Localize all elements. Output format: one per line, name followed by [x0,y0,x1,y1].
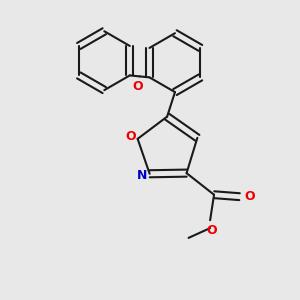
Text: O: O [244,190,255,203]
Text: N: N [136,169,147,182]
Text: O: O [132,80,143,93]
Text: O: O [125,130,136,143]
Text: O: O [207,224,218,236]
